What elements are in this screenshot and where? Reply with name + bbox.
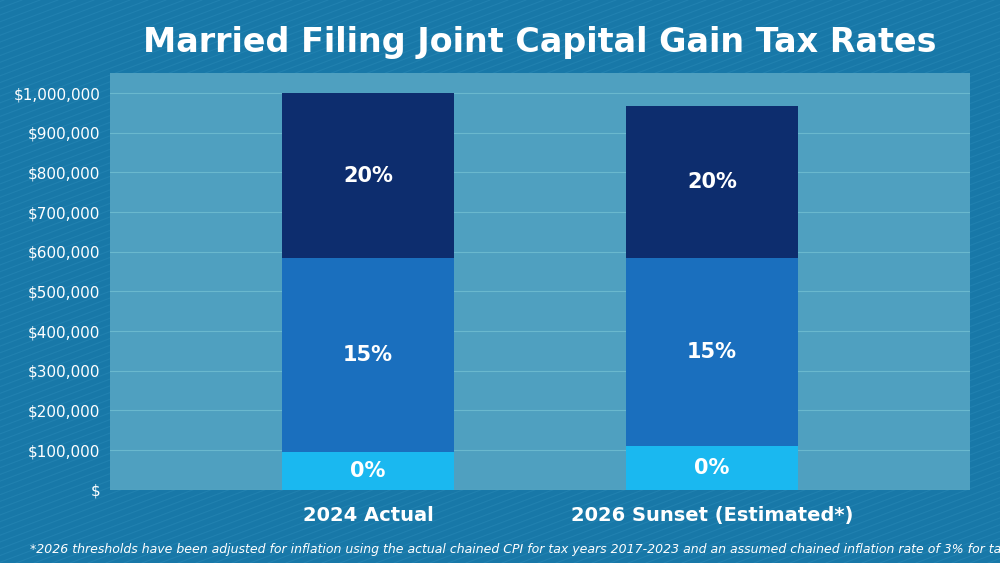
Title: Married Filing Joint Capital Gain Tax Rates: Married Filing Joint Capital Gain Tax Ra… — [143, 26, 937, 59]
Text: 20%: 20% — [343, 166, 393, 186]
Text: 15%: 15% — [343, 345, 393, 365]
Bar — [626, 446, 798, 490]
Text: 0%: 0% — [350, 461, 386, 481]
Bar — [626, 106, 798, 258]
Bar — [626, 258, 798, 446]
Text: *2026 thresholds have been adjusted for inflation using the actual chained CPI f: *2026 thresholds have been adjusted for … — [30, 543, 1000, 556]
Text: 20%: 20% — [687, 172, 737, 193]
Text: 0%: 0% — [694, 458, 730, 478]
Bar — [282, 93, 454, 258]
Bar — [282, 453, 454, 490]
Bar — [282, 258, 454, 453]
Text: 15%: 15% — [687, 342, 737, 363]
